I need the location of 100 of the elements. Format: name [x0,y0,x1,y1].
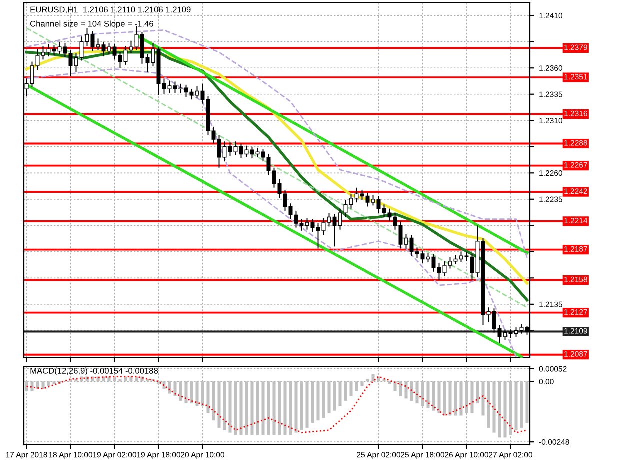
candlestick [195,85,200,100]
bar [316,382,320,421]
bar [124,376,128,382]
bar [460,382,463,416]
bar [196,382,199,406]
bar [421,382,424,406]
bar [432,382,436,411]
bar [135,376,138,382]
bar [52,382,56,384]
bar [201,382,204,406]
bar [223,382,226,430]
bar [228,382,232,433]
candlestick [36,48,40,71]
candlestick [250,146,254,159]
bar [212,382,216,421]
bar [300,382,304,430]
bar [404,382,408,399]
bar [190,382,194,404]
bar [250,382,254,436]
bar [25,382,28,392]
bar [360,382,364,386]
bar [492,382,496,433]
bar [438,382,441,414]
candlestick [234,141,238,156]
candlestick [272,167,276,188]
bar [284,382,287,436]
line-series [26,376,528,434]
bar [382,379,386,382]
bar [454,382,458,416]
bar [184,382,188,404]
candlestick [162,78,166,95]
bar [42,382,45,389]
bar [311,382,314,424]
bar [108,376,111,382]
candlestick [498,324,502,344]
bar [162,382,166,389]
bar [344,382,348,402]
bar [465,382,468,414]
bar [118,379,122,382]
candlestick [338,208,342,230]
candlestick [68,50,73,78]
candlestick [382,204,386,218]
bar [218,382,221,428]
candlestick [415,247,420,259]
bar [47,382,50,386]
bar [322,382,326,418]
bar [168,382,172,394]
bar [482,382,485,416]
bar [179,382,182,402]
chart-title: MACD(12,26,9) -0.00154 -0.00188 [30,368,158,376]
bar [520,382,524,428]
candlestick [310,218,315,232]
text: Channel size = 104 Slope = -1.46 [30,20,154,29]
bar [355,382,358,392]
bar [350,382,353,396]
bar [338,382,342,406]
candlestick [184,84,188,98]
candlestick [244,145,249,158]
candlestick [168,80,172,94]
bar [113,376,116,382]
bar [306,382,309,428]
candlestick [420,250,425,264]
candlestick [371,194,376,206]
bar [394,382,397,392]
candlestick [305,218,310,230]
candlestick [503,329,508,341]
candlestick [96,38,100,51]
candlestick [448,256,452,270]
bar [448,382,452,416]
bar [267,382,270,436]
bar [333,382,336,411]
bar [30,382,34,392]
bar [256,382,260,436]
bar [372,374,375,382]
bar [294,382,298,433]
bar [74,379,78,382]
chart-title: EURUSD,H1 1.2106 1.2110 1.2106 1.2109 [30,6,191,14]
bar [174,382,177,396]
bar [443,382,446,416]
candlestick [327,212,332,228]
bar [245,382,248,436]
candlestick [300,218,304,232]
bar [328,382,331,414]
bar [36,382,40,389]
candlestick [228,142,232,157]
bar [526,382,529,424]
bar [278,382,282,436]
candlestick [520,324,524,334]
bar [262,382,265,436]
bar [416,382,419,404]
candlestick [322,218,326,236]
bar [487,382,490,428]
bar [240,382,243,436]
candlestick [486,307,491,323]
candlestick [41,46,46,60]
candlestick [178,83,183,94]
candlestick [316,223,320,250]
bar [366,379,370,382]
bar [498,382,502,438]
bar [509,382,512,436]
